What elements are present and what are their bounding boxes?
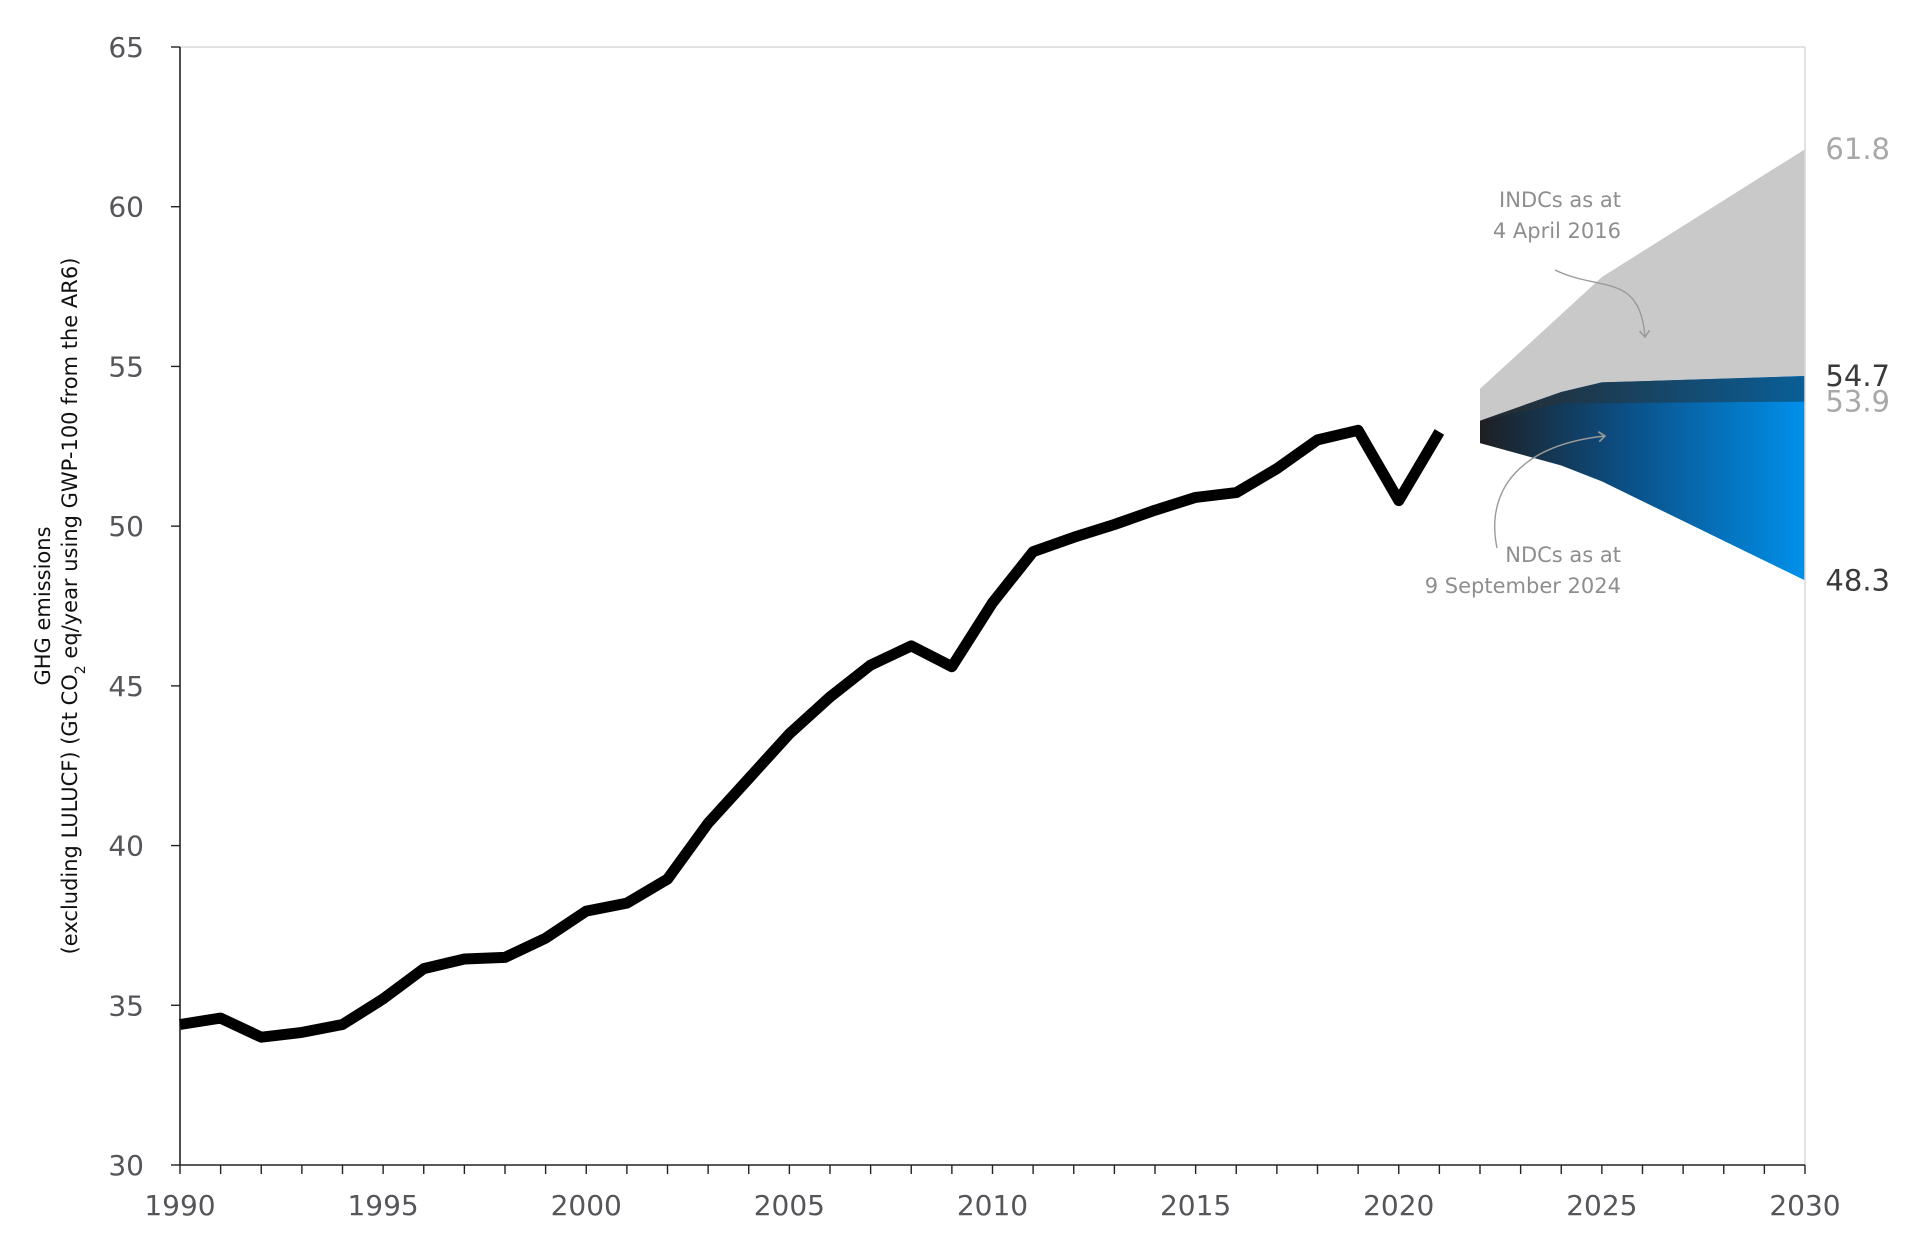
- indc-projection-area: [1480, 149, 1805, 421]
- y-tick-label-45: 45: [108, 670, 144, 703]
- y-tick-label-60: 60: [108, 191, 144, 224]
- x-tick-label-2025: 2025: [1566, 1189, 1637, 1222]
- ndc-annotation-line1: NDCs as at: [1505, 543, 1621, 567]
- ndc-annotation-line2: 9 September 2024: [1425, 574, 1621, 598]
- end-label-61-8: 61.8: [1825, 132, 1890, 166]
- projection-areas: [1480, 149, 1805, 581]
- ndc-arrow: [1494, 430, 1607, 549]
- end-value-labels: 61.8 54.753.9 48.3: [1825, 132, 1890, 597]
- y-tick-label-35: 35: [108, 989, 144, 1022]
- x-tick-label-2010: 2010: [957, 1189, 1028, 1222]
- indc-arrow: [1554, 269, 1651, 339]
- y-axis-title: GHG emissions (excluding LULUCF) (Gt CO2…: [31, 258, 89, 955]
- end-label-48-3: 48.3: [1825, 563, 1890, 597]
- x-tick-label-2005: 2005: [754, 1189, 825, 1222]
- y-tick-label-65: 65: [108, 31, 144, 64]
- x-tick-label-2000: 2000: [551, 1189, 622, 1222]
- historical-series: [179, 424, 1445, 1043]
- y-tick-label-30: 30: [108, 1149, 144, 1182]
- indc-annotation-line2: 4 April 2016: [1493, 219, 1621, 243]
- historical-emissions-line: [179, 424, 1445, 1043]
- y-tick-label-55: 55: [108, 350, 144, 383]
- x-tick-label-1990: 1990: [144, 1189, 215, 1222]
- x-tick-label-2020: 2020: [1363, 1189, 1434, 1222]
- y-axis-title-part-b: eq/year using GWP-100 from the AR6): [58, 258, 82, 666]
- annotations: INDCs as at 4 April 2016 NDCs as at 9 Se…: [1425, 188, 1651, 598]
- end-label-53-9: 53.9: [1825, 385, 1890, 419]
- x-tick-label-1995: 1995: [347, 1189, 418, 1222]
- y-tick-label-40: 40: [108, 830, 144, 863]
- ndc-projection-area: [1480, 376, 1805, 581]
- ndc-upper-subband: [1480, 376, 1805, 421]
- y-axis-title-line2: (excluding LULUCF) (Gt CO2 eq/year using…: [58, 258, 89, 955]
- y-axis-title-part-a: (excluding LULUCF) (Gt CO: [58, 674, 82, 954]
- x-tick-label-2030: 2030: [1769, 1189, 1840, 1222]
- indc-annotation-line1: INDCs as at: [1499, 188, 1621, 212]
- x-tick-label-2015: 2015: [1160, 1189, 1231, 1222]
- axis-ticks: 1990 1995 2000 2005 2010 2015 2020 2025 2030 30 35…: [108, 31, 1840, 1222]
- end-label-54-7: 54.7: [1825, 359, 1890, 393]
- y-axis-title-subscript: 2: [73, 665, 89, 674]
- y-axis-title-line1: GHG emissions: [31, 526, 55, 685]
- y-tick-label-50: 50: [108, 510, 144, 543]
